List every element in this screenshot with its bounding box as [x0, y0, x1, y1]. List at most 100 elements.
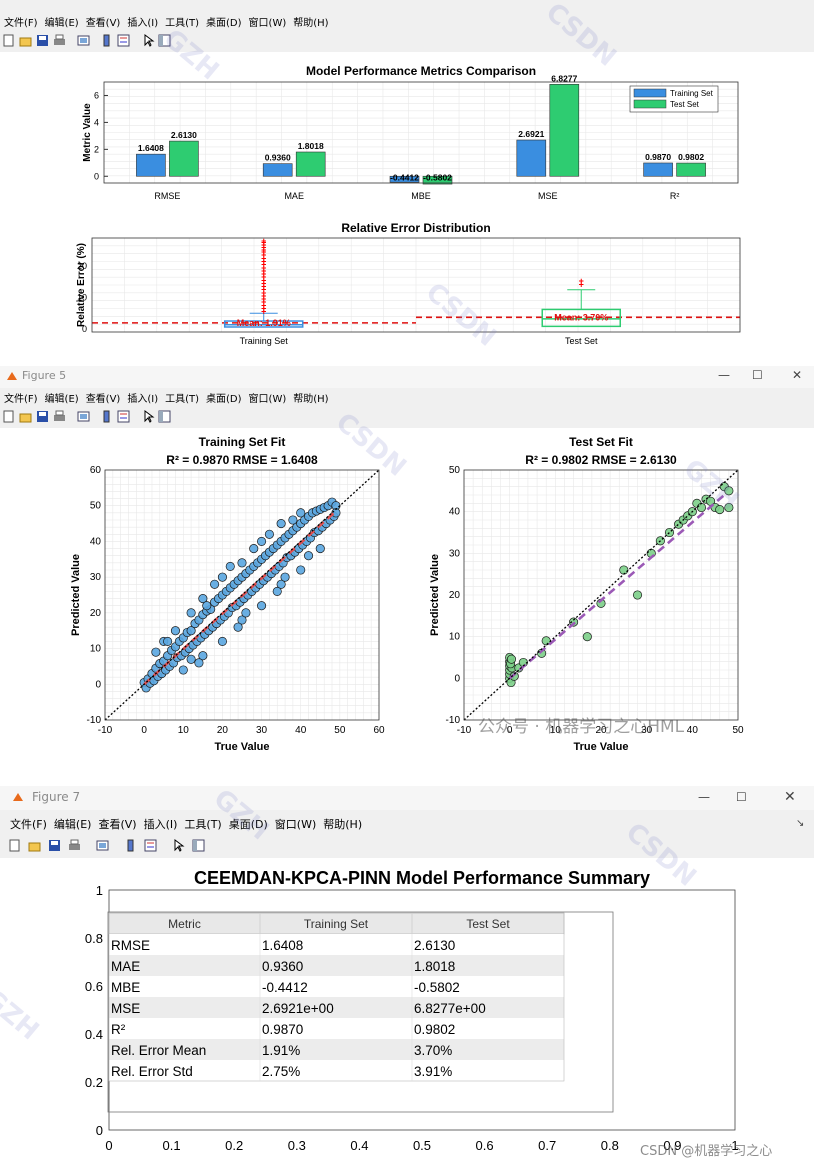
- bar-train: [136, 153, 166, 177]
- open-folder-icon[interactable]: [19, 410, 32, 423]
- new-file-icon[interactable]: [2, 34, 15, 47]
- table-cell: 2.75%: [262, 1064, 300, 1079]
- scatter-title: Training Set Fit: [199, 435, 286, 449]
- figure6-window: 文件(F) 编辑(E) 查看(V) 插入(I) 工具(T) 桌面(D) 窗口(W) 帮助(H)…: [0, 0, 814, 362]
- new-file-icon[interactable]: [2, 410, 15, 423]
- bar-test: [169, 140, 199, 177]
- menu-file[interactable]: 文件(F): [4, 394, 38, 405]
- bar-ytick-label: 4: [94, 117, 99, 127]
- box-outlier: +: [261, 263, 266, 273]
- print-icon[interactable]: [68, 839, 81, 852]
- figure7-titlebar: Figure 7 — ☐ ✕: [0, 786, 814, 810]
- property-editor-icon[interactable]: [158, 410, 171, 423]
- menu-tools[interactable]: 工具(T): [165, 394, 200, 405]
- menu-edit[interactable]: 编辑(E): [44, 394, 79, 405]
- colorbar-icon[interactable]: [124, 839, 137, 852]
- scatter-xtick-label: -10: [457, 725, 472, 736]
- minimize-button[interactable]: —: [718, 368, 730, 382]
- link-plot-icon[interactable]: [77, 34, 90, 47]
- box-ylabel: Relative Error (%): [76, 243, 87, 327]
- menu-insert[interactable]: 插入(I): [143, 818, 178, 831]
- menu-tools[interactable]: 工具(T): [165, 18, 200, 29]
- scatter-ytick-label: 30: [90, 572, 102, 583]
- save-icon[interactable]: [36, 410, 49, 423]
- open-folder-icon[interactable]: [28, 839, 41, 852]
- table-cell: Rel. Error Mean: [111, 1043, 206, 1058]
- table-cell: 0.9802: [414, 1022, 455, 1037]
- menu-help[interactable]: 帮助(H): [293, 18, 329, 29]
- scatter-point: [249, 544, 259, 554]
- csdn-watermark-text: CSDN @机器学习之心: [640, 1144, 773, 1159]
- legend-icon[interactable]: [117, 410, 130, 423]
- bar-chart-title: Model Performance Metrics Comparison: [306, 64, 536, 78]
- link-plot-icon[interactable]: [77, 410, 90, 423]
- menu-view[interactable]: 查看(V): [85, 394, 121, 405]
- matlab-icon: [13, 793, 23, 801]
- colorbar-icon[interactable]: [100, 34, 113, 47]
- table-cell: RMSE: [111, 938, 150, 953]
- box-outlier: +: [579, 279, 584, 289]
- save-icon[interactable]: [48, 839, 61, 852]
- legend-icon[interactable]: [117, 34, 130, 47]
- menu-insert[interactable]: 插入(I): [127, 18, 159, 29]
- minimize-button[interactable]: —: [698, 790, 710, 804]
- menu-desktop[interactable]: 桌面(D): [228, 818, 268, 831]
- menu-edit[interactable]: 编辑(E): [53, 818, 92, 831]
- menu-desktop[interactable]: 桌面(D): [206, 394, 242, 405]
- print-icon[interactable]: [53, 410, 66, 423]
- table-row: [109, 934, 564, 955]
- summary-xtick-label: 0.9: [663, 1138, 681, 1153]
- scatter-xtick-label: 40: [687, 725, 699, 736]
- colorbar-icon[interactable]: [100, 410, 113, 423]
- pointer-icon[interactable]: [142, 34, 155, 47]
- table-cell: 0.9870: [262, 1022, 303, 1037]
- scatter-subtitle: R² = 0.9870 RMSE = 1.6408: [166, 453, 318, 467]
- pointer-icon[interactable]: [142, 410, 155, 423]
- maximize-button[interactable]: ☐: [736, 790, 747, 804]
- menu-view[interactable]: 查看(V): [85, 18, 121, 29]
- table-cell: Rel. Error Std: [111, 1064, 193, 1079]
- maximize-button[interactable]: ☐: [752, 368, 763, 382]
- menu-help[interactable]: 帮助(H): [323, 818, 363, 831]
- dock-arrow[interactable]: ↘: [796, 818, 805, 829]
- menu-file[interactable]: 文件(F): [4, 18, 38, 29]
- menu-insert[interactable]: 插入(I): [127, 394, 159, 405]
- save-icon[interactable]: [36, 34, 49, 47]
- scatter-point: [506, 654, 517, 664]
- menu-tools[interactable]: 工具(T): [184, 818, 222, 831]
- open-folder-icon[interactable]: [19, 34, 32, 47]
- bar-value-label: 0.9870: [645, 152, 671, 162]
- menu-help[interactable]: 帮助(H): [293, 394, 329, 405]
- summary-ytick-label: 0.6: [85, 979, 103, 994]
- scatter-ytick-label: 10: [449, 632, 461, 643]
- menu-desktop[interactable]: 桌面(D): [206, 18, 242, 29]
- menu-window[interactable]: 窗口(W): [274, 818, 317, 831]
- link-plot-icon[interactable]: [96, 839, 109, 852]
- property-editor-icon[interactable]: [158, 34, 171, 47]
- close-button[interactable]: ✕: [784, 789, 796, 805]
- new-file-icon[interactable]: [8, 839, 21, 852]
- pointer-icon[interactable]: [172, 839, 185, 852]
- close-button[interactable]: ✕: [792, 368, 803, 382]
- table-cell: 0.9360: [262, 959, 303, 974]
- box-outlier: +: [261, 238, 266, 248]
- scatter-point: [280, 572, 290, 582]
- summary-ytick-label: 1: [96, 883, 103, 898]
- summary-xtick-label: 0.2: [225, 1138, 243, 1153]
- legend-icon[interactable]: [144, 839, 157, 852]
- bar-test: [676, 162, 706, 177]
- menu-window[interactable]: 窗口(W): [248, 18, 287, 29]
- diagonal-line: [463, 469, 739, 721]
- scatter-point: [582, 632, 592, 642]
- menu-window[interactable]: 窗口(W): [248, 394, 287, 405]
- scatter-point: [186, 654, 196, 664]
- figure7-plots: CEEMDAN-KPCA-PINN Model Performance Summ…: [85, 868, 739, 1153]
- table-cell: MBE: [111, 980, 140, 995]
- menu-view[interactable]: 查看(V): [98, 818, 137, 831]
- menu-file[interactable]: 文件(F): [10, 818, 47, 831]
- menu-edit[interactable]: 编辑(E): [44, 18, 79, 29]
- print-icon[interactable]: [53, 34, 66, 47]
- scatter-point: [696, 502, 707, 513]
- property-editor-icon[interactable]: [192, 839, 205, 852]
- scatter-xtick-label: 30: [641, 725, 653, 736]
